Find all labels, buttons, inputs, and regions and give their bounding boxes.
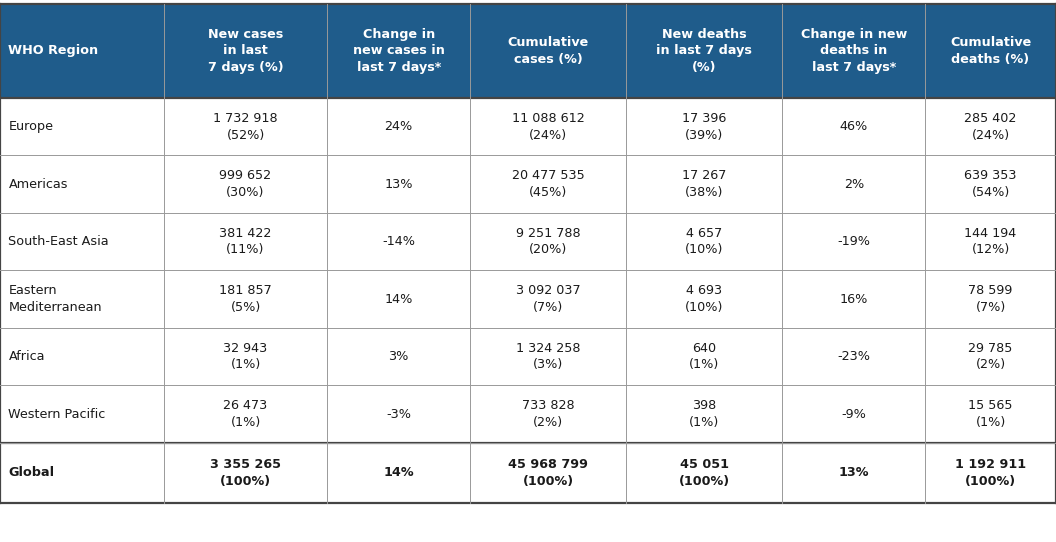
Text: 381 422
(11%): 381 422 (11%) — [220, 227, 271, 256]
Text: -19%: -19% — [837, 235, 870, 248]
Text: New cases
in last
7 days (%): New cases in last 7 days (%) — [208, 28, 283, 74]
Text: 32 943
(1%): 32 943 (1%) — [224, 342, 267, 371]
Bar — [0, 98, 1056, 156]
Text: 4 657
(10%): 4 657 (10%) — [685, 227, 723, 256]
Text: 1 732 918
(52%): 1 732 918 (52%) — [213, 112, 278, 141]
Bar — [164, 4, 327, 98]
Text: 2%: 2% — [844, 178, 864, 191]
Text: Eastern
Mediterranean: Eastern Mediterranean — [8, 285, 102, 314]
Bar — [626, 4, 782, 98]
Text: 3%: 3% — [389, 350, 409, 363]
Text: 733 828
(2%): 733 828 (2%) — [522, 399, 574, 429]
Bar — [0, 4, 164, 98]
Text: Cumulative
deaths (%): Cumulative deaths (%) — [950, 36, 1031, 66]
Text: WHO Region: WHO Region — [8, 44, 98, 57]
Text: New deaths
in last 7 days
(%): New deaths in last 7 days (%) — [657, 28, 752, 74]
Bar — [925, 4, 1056, 98]
Text: 9 251 788
(20%): 9 251 788 (20%) — [515, 227, 581, 256]
Text: 144 194
(12%): 144 194 (12%) — [964, 227, 1017, 256]
Text: 181 857
(5%): 181 857 (5%) — [220, 285, 271, 314]
Text: 285 402
(24%): 285 402 (24%) — [964, 112, 1017, 141]
Text: 4 693
(10%): 4 693 (10%) — [685, 285, 723, 314]
Bar — [0, 385, 1056, 443]
Text: 26 473
(1%): 26 473 (1%) — [224, 399, 267, 429]
Text: Cumulative
cases (%): Cumulative cases (%) — [508, 36, 588, 66]
Bar — [0, 328, 1056, 385]
Text: Change in new
deaths in
last 7 days*: Change in new deaths in last 7 days* — [800, 28, 907, 74]
Text: 1 192 911
(100%): 1 192 911 (100%) — [955, 458, 1026, 488]
Bar — [782, 4, 925, 98]
Text: 14%: 14% — [383, 467, 414, 480]
Bar — [470, 4, 626, 98]
Text: 640
(1%): 640 (1%) — [690, 342, 719, 371]
Text: 78 599
(7%): 78 599 (7%) — [968, 285, 1013, 314]
Bar — [0, 443, 1056, 503]
Text: Americas: Americas — [8, 178, 68, 191]
Text: -9%: -9% — [842, 408, 866, 421]
Text: 15 565
(1%): 15 565 (1%) — [968, 399, 1013, 429]
Text: Global: Global — [8, 467, 55, 480]
Text: Change in
new cases in
last 7 days*: Change in new cases in last 7 days* — [353, 28, 445, 74]
Bar — [0, 213, 1056, 270]
Bar — [327, 4, 470, 98]
Text: 46%: 46% — [840, 120, 868, 133]
Text: -3%: -3% — [386, 408, 411, 421]
Text: 24%: 24% — [384, 120, 413, 133]
Text: 639 353
(54%): 639 353 (54%) — [964, 170, 1017, 199]
Text: 999 652
(30%): 999 652 (30%) — [220, 170, 271, 199]
Text: 20 477 535
(45%): 20 477 535 (45%) — [512, 170, 584, 199]
Text: South-East Asia: South-East Asia — [8, 235, 109, 248]
Text: Western Pacific: Western Pacific — [8, 408, 106, 421]
Text: Africa: Africa — [8, 350, 45, 363]
Text: 3 092 037
(7%): 3 092 037 (7%) — [515, 285, 581, 314]
Text: 17 267
(38%): 17 267 (38%) — [682, 170, 727, 199]
Text: -23%: -23% — [837, 350, 870, 363]
Text: 398
(1%): 398 (1%) — [690, 399, 719, 429]
Text: 45 051
(100%): 45 051 (100%) — [679, 458, 730, 488]
Text: 13%: 13% — [838, 467, 869, 480]
Text: Europe: Europe — [8, 120, 54, 133]
Text: 14%: 14% — [384, 293, 413, 306]
Text: 45 968 799
(100%): 45 968 799 (100%) — [508, 458, 588, 488]
Bar — [0, 156, 1056, 213]
Bar — [0, 270, 1056, 328]
Text: 1 324 258
(3%): 1 324 258 (3%) — [515, 342, 581, 371]
Text: 29 785
(2%): 29 785 (2%) — [968, 342, 1013, 371]
Text: -14%: -14% — [382, 235, 415, 248]
Text: 13%: 13% — [384, 178, 413, 191]
Text: 11 088 612
(24%): 11 088 612 (24%) — [512, 112, 584, 141]
Text: 16%: 16% — [840, 293, 868, 306]
Text: 17 396
(39%): 17 396 (39%) — [682, 112, 727, 141]
Text: 3 355 265
(100%): 3 355 265 (100%) — [210, 458, 281, 488]
